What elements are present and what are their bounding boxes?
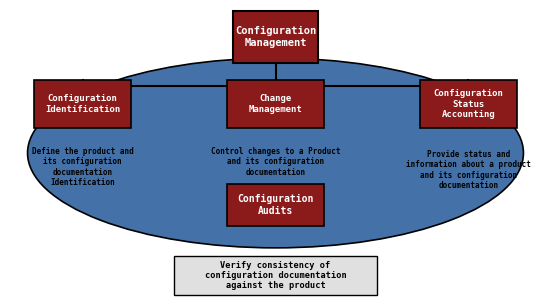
Text: Define the product and
its configuration
documentation
Identification: Define the product and its configuration… bbox=[32, 147, 133, 187]
FancyBboxPatch shape bbox=[227, 80, 323, 128]
Ellipse shape bbox=[28, 58, 523, 248]
Text: Change
Management: Change Management bbox=[249, 94, 302, 114]
Text: Configuration
Identification: Configuration Identification bbox=[45, 94, 120, 114]
FancyBboxPatch shape bbox=[233, 11, 318, 63]
FancyBboxPatch shape bbox=[227, 184, 323, 226]
FancyBboxPatch shape bbox=[34, 80, 131, 128]
Text: Control changes to a Product
and its configuration
documentation: Control changes to a Product and its con… bbox=[210, 147, 341, 177]
Text: Configuration
Management: Configuration Management bbox=[235, 26, 316, 47]
FancyBboxPatch shape bbox=[174, 256, 377, 295]
Text: Provide status and
information about a product
and its configuration
documentati: Provide status and information about a p… bbox=[406, 150, 531, 190]
Text: Configuration
Status
Accounting: Configuration Status Accounting bbox=[434, 89, 503, 119]
Text: Configuration
Audits: Configuration Audits bbox=[237, 194, 314, 216]
FancyBboxPatch shape bbox=[420, 80, 517, 128]
Text: Verify consistency of
configuration documentation
against the product: Verify consistency of configuration docu… bbox=[204, 260, 347, 290]
